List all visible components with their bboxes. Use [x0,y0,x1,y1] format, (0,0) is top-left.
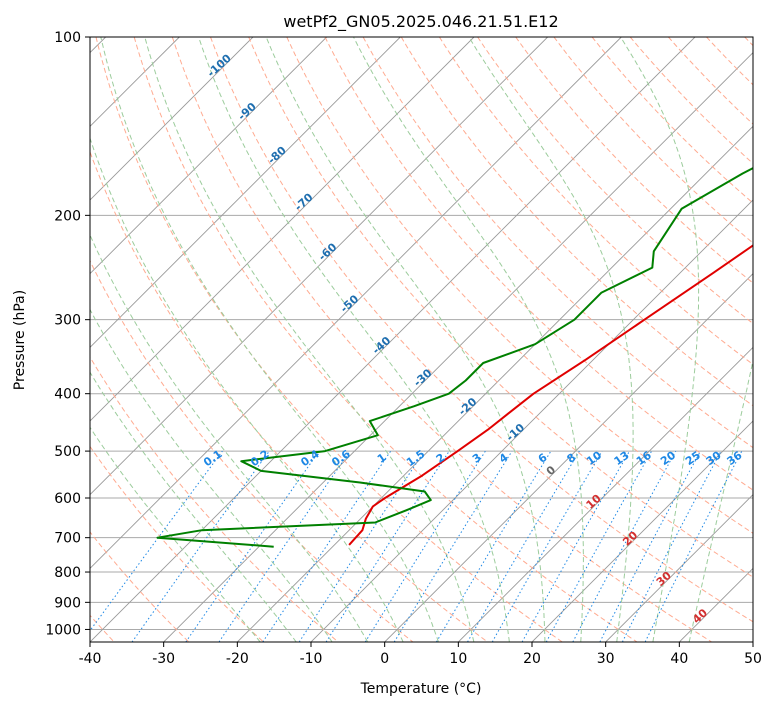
dry-adiabat-line [629,37,753,165]
x-tick-label: 0 [380,651,389,667]
isotherm-line [384,273,753,642]
mixing-ratio-line [325,450,450,642]
mixing-ratio-line [131,450,270,642]
isotherm-line [90,37,475,422]
y-tick-label: 900 [54,595,81,611]
isotherm-line [90,37,548,496]
dry-adiabat-line [286,37,753,534]
mixing-ratio-line [298,450,425,642]
moist-adiabat-line [90,136,404,642]
y-tick-label: 600 [54,491,81,507]
y-tick-label: 200 [54,208,81,224]
dry-adiabat-line [90,445,264,642]
dry-adiabat-line [133,37,638,642]
dry-adiabat-line [171,37,712,642]
isotherm-gridlines [90,37,753,642]
temperature-profile-line [348,244,753,546]
mixing-ratio-line [218,450,351,642]
dry-adiabat-line [515,37,753,284]
mixing-ratio-lines [90,450,743,642]
dry-adiabat-line [438,37,753,366]
isotherm-line [90,37,254,201]
dry-adiabat-line [324,37,753,491]
y-tick-label: 500 [54,444,81,460]
moist-adiabat-line [90,308,333,642]
x-tick-label: 40 [670,651,688,667]
dry-adiabat-line [210,37,753,623]
chart-title: wetPf2_GN05.2025.046.21.51.E12 [283,12,558,32]
x-tick-label: 30 [597,651,615,667]
dry-adiabat-line [553,37,753,244]
isotherm-line [90,37,622,569]
dewpoint-profile-line [156,166,753,548]
plot-area: 0.1 0.2 0.4 0.6 1 1.5 2 3 4 6 8 10 13 16 20 25 30 36-100-… [90,37,753,642]
y-tick-label: 800 [54,565,81,581]
moist-adiabat-line [198,37,510,642]
mixing-ratio-line [521,450,630,642]
y-tick-label: 300 [54,313,81,329]
dry-adiabat-line [248,37,753,578]
y-axis-ticks: 100 200 300 400 500 600 700 800 900 1000 [45,30,90,638]
moist-adiabat-line [265,37,546,642]
isotherm-line [90,37,327,275]
moist-adiabat-line [100,37,439,642]
mixing-ratio-line [545,450,653,642]
mixing-ratio-line [262,450,392,642]
mixing-ratio-line [185,450,320,642]
dry-adiabat-line [400,37,753,407]
mixing-ratio-line [572,450,677,642]
moist-adiabats [90,37,753,642]
x-tick-label: -20 [226,651,249,667]
isobar-gridlines [90,37,753,630]
isotherm-line [90,37,401,348]
y-axis-label: Pressure (hPa) [12,290,28,390]
x-tick-label: -40 [79,651,102,667]
y-tick-label: 700 [54,531,81,547]
isotherm-line [163,52,753,642]
mixing-ratio-line [393,450,513,642]
moist-adiabat-line [90,233,369,642]
x-tick-label: -30 [152,651,175,667]
profile-series [156,166,753,548]
plot-frame [89,36,754,643]
mixing-ratio-line [90,450,223,632]
moist-adiabat-line [144,37,475,642]
moist-adiabat-line [620,37,700,642]
isotherm-line [458,346,753,642]
moist-adiabat-line [353,37,584,642]
isotherm-line [237,125,753,642]
y-tick-label: 100 [54,30,81,46]
x-axis-label: Temperature (°C) [360,681,482,697]
y-tick-label: 1000 [45,622,81,638]
dry-adiabat-line [90,259,414,642]
x-tick-label: 20 [523,651,541,667]
moist-adiabat-line [90,426,261,642]
x-tick-label: 10 [449,651,467,667]
dry-adiabat-line [90,356,339,642]
y-tick-label: 400 [54,387,81,403]
x-tick-label: -10 [300,651,323,667]
x-axis-ticks: -40 -30 -20 -10 0 10 20 30 40 50 [79,642,762,667]
moist-adiabat-line [688,358,753,642]
isotherm-line [531,420,753,642]
isotherm-line [605,494,753,642]
x-tick-label: 50 [744,651,762,667]
mixing-ratio-line [644,450,743,642]
